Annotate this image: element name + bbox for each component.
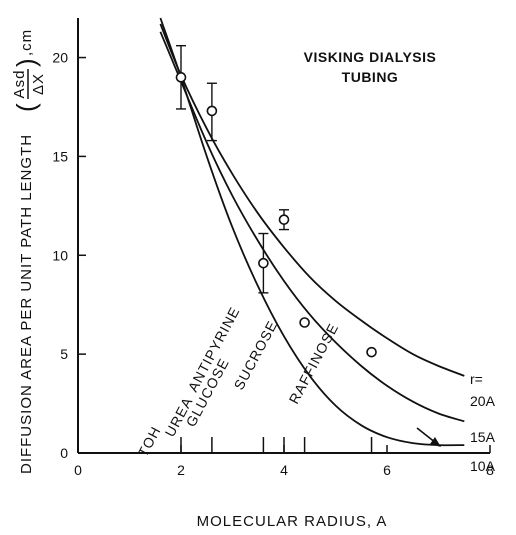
curve-10A	[159, 17, 465, 447]
y-axis-title: DIFFUSION AREA PER UNIT PATH LENGTH ( As…	[11, 29, 47, 474]
plot-area: 0 2 4 6 8 0 5 10 15 20	[52, 17, 494, 478]
y-axis-title-denominator: ΔX	[30, 73, 47, 95]
mol-label-toh: TOH	[135, 423, 164, 459]
x-tick-label-6: 6	[383, 462, 391, 478]
mol-label-raffinose: RAFFINOSE	[286, 320, 342, 406]
curves	[159, 17, 465, 447]
y-axis-title-numerator: Asd	[11, 70, 28, 99]
annotation-line-1: VISKING DIALYSIS	[304, 49, 437, 65]
molecule-markers	[180, 437, 373, 453]
curve-20A	[159, 23, 465, 377]
molecule-labels: TOH UREA GLUCOSE ANTIPYRINE SUCROSE RAFF…	[135, 304, 342, 460]
data-point-6	[366, 346, 377, 358]
mol-label-sucrose: SUCROSE	[231, 318, 281, 393]
curve-label-20A: 20A	[470, 393, 496, 409]
y-axis-title-unit: ,cm	[18, 29, 35, 56]
curve-15A	[159, 31, 465, 423]
data-point-4	[278, 214, 290, 225]
x-tick-label-0: 0	[74, 462, 82, 478]
y-tick-label-5: 5	[60, 346, 68, 362]
y-axis-paren-right: )	[11, 58, 41, 67]
data-point-5	[299, 317, 310, 328]
x-tick-label-8: 8	[486, 462, 494, 478]
annotation-line-2: TUBING	[342, 69, 399, 85]
raffinose-arrow	[416, 427, 441, 447]
axis-ticks: 0 2 4 6 8 0 5 10 15 20	[52, 50, 494, 478]
curve-label-10A: 10A	[470, 458, 496, 474]
curve-label-15A: 15A	[470, 429, 496, 445]
curve-param-label: r=	[470, 371, 483, 387]
y-axis-paren-left: (	[11, 103, 41, 112]
y-axis-title-main: DIFFUSION AREA PER UNIT PATH LENGTH	[18, 134, 35, 474]
y-tick-label-20: 20	[52, 50, 68, 66]
y-tick-label-0: 0	[60, 445, 68, 461]
data-point-1	[175, 72, 187, 83]
y-tick-label-10: 10	[52, 247, 68, 263]
x-tick-label-4: 4	[280, 462, 288, 478]
data-points	[175, 44, 377, 358]
data-point-3	[258, 257, 269, 269]
x-tick-label-2: 2	[177, 462, 185, 478]
x-axis-title: MOLECULAR RADIUS, A	[197, 513, 388, 530]
data-point-2	[206, 105, 218, 117]
y-tick-label-15: 15	[52, 148, 68, 164]
